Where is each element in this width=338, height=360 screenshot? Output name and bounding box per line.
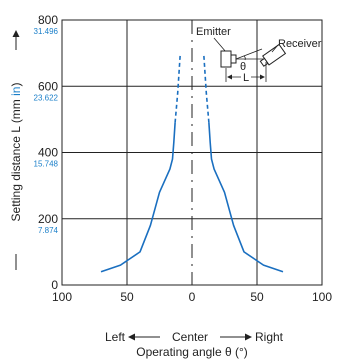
direction-center-label: Center xyxy=(172,330,208,344)
series-layer xyxy=(100,53,284,273)
distance-arrow-left-head xyxy=(227,74,232,80)
y-tick-inch-label: 15.748 xyxy=(34,160,59,169)
emitter-icon xyxy=(220,50,237,68)
angle-arc xyxy=(243,55,246,61)
y-tick-inch-label: 23.622 xyxy=(34,93,59,102)
x-tick-label: 100 xyxy=(52,290,72,304)
beam-angle-line xyxy=(235,48,263,60)
theta-label: θ xyxy=(240,61,246,73)
y-tick-label: 400 xyxy=(38,146,58,160)
x-tick-label: 50 xyxy=(120,290,134,304)
emitter-receiver-diagram: Emitter Receiver θ L xyxy=(196,26,322,84)
x-tick-label: 0 xyxy=(189,290,196,304)
y-tick-label: 200 xyxy=(38,212,58,226)
plot-frame xyxy=(61,19,323,286)
receiver-leader xyxy=(271,44,279,53)
right-arrow-head xyxy=(245,333,252,341)
y-tick-inch-label: 7.874 xyxy=(38,226,59,235)
direction-left-label: Left xyxy=(105,330,126,344)
left-arrow-head xyxy=(128,333,135,341)
distance-arrow-right-head xyxy=(260,74,265,80)
x-tick-label: 100 xyxy=(312,290,332,304)
series-right-solid xyxy=(208,122,284,273)
y-axis-title-prefix: Setting distance L (mm xyxy=(9,96,23,222)
receiver-label: Receiver xyxy=(278,38,322,50)
x-axis-title: Operating angle θ (°) xyxy=(136,345,248,359)
emitter-label: Emitter xyxy=(196,26,231,38)
distance-label-bg xyxy=(241,70,251,82)
emitter-leader xyxy=(213,37,227,53)
y-axis-title-unit-alt: in xyxy=(9,87,23,96)
y-tick-label: 800 xyxy=(38,13,58,27)
y-title-arrow-head xyxy=(12,30,20,37)
y-tick-inch-label: 31.496 xyxy=(34,27,59,36)
series-right-dashed xyxy=(202,53,210,123)
x-tick-label: 50 xyxy=(250,290,264,304)
y-tick-label: 600 xyxy=(38,79,58,93)
direction-right-label: Right xyxy=(255,330,284,344)
series-left-dashed xyxy=(174,53,182,123)
receiver-icon xyxy=(259,43,287,67)
y-tick-label: 0 xyxy=(51,278,58,292)
distance-label: L xyxy=(243,72,249,84)
y-axis-title: Setting distance L (mm in) xyxy=(9,83,23,222)
tick-label-layer: 100 50 0 50 10002007.87440015.74860023.62280… xyxy=(34,13,333,304)
y-axis-title-suffix: ) xyxy=(9,83,23,87)
series-left-solid xyxy=(100,122,176,273)
